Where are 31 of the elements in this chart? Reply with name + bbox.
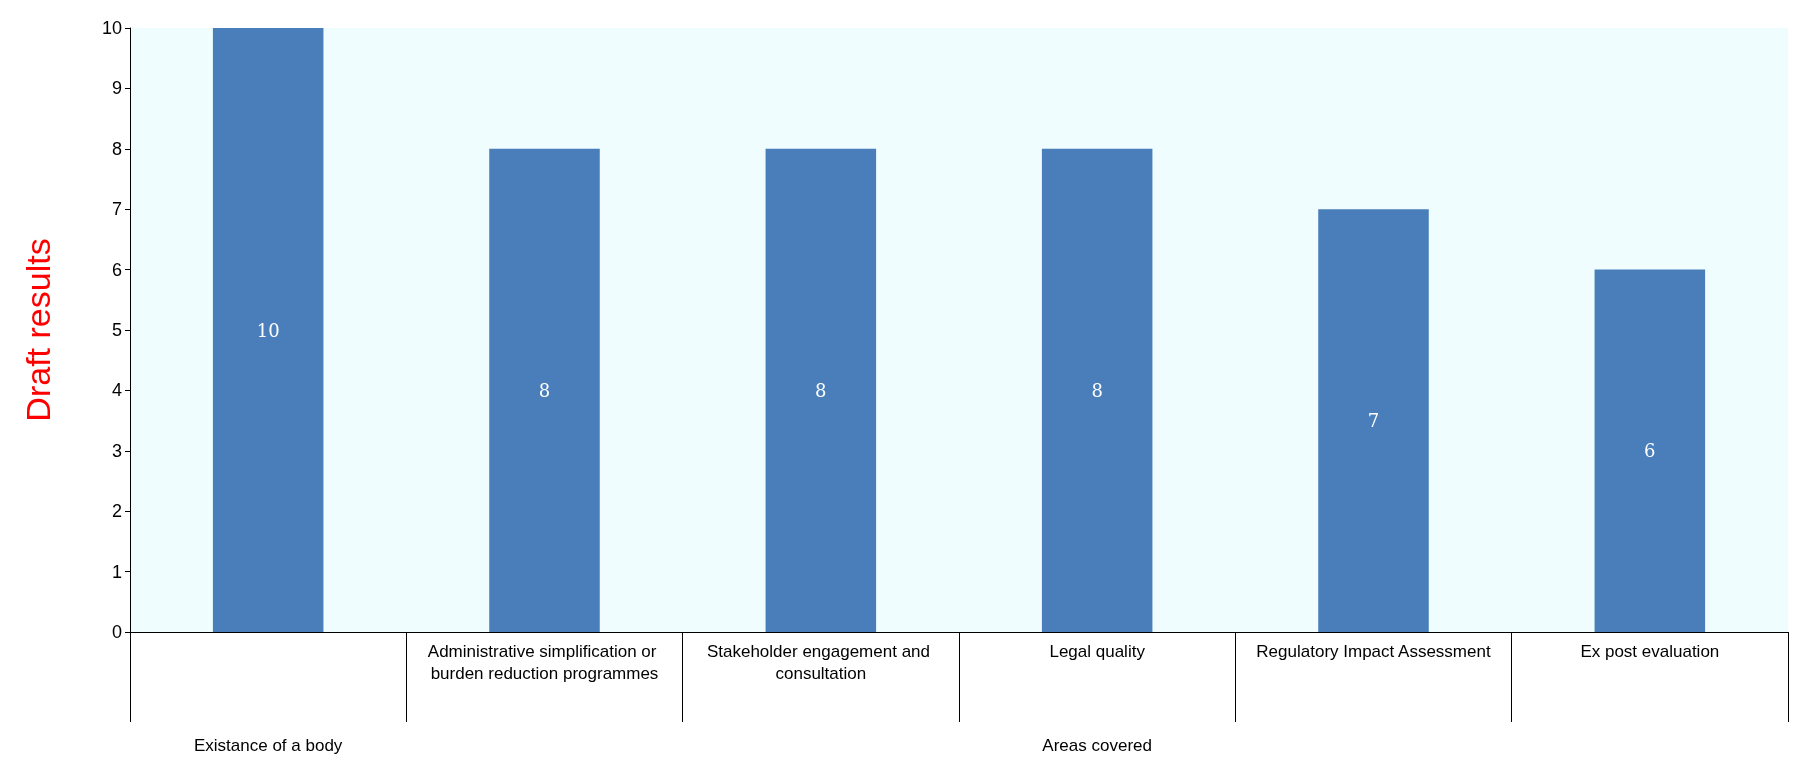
y-tick-label: 4 [111,380,122,401]
y-tick-label: 7 [111,199,122,220]
y-tick-label: 2 [111,501,122,522]
data-label: 6 [1644,440,1656,462]
x-tick-label: Regulatory Impact Assessment [1256,641,1491,661]
data-label: 8 [815,379,827,401]
data-label: 7 [1367,410,1380,432]
bar [489,148,600,632]
text: Areas covered [1042,736,1152,755]
bar [1041,148,1153,632]
y-axis-title: Draft results [19,238,57,422]
y-tick-label: 9 [111,78,122,99]
y-tick-label: 3 [111,440,122,461]
y-tick-label: 8 [111,138,122,159]
bar [212,28,324,632]
y-tick-label: 5 [111,320,122,340]
text: Existance of a body [193,736,343,755]
data-label: 10 [256,319,280,341]
data-label: 8 [1091,379,1103,401]
y-tick-label: 6 [111,259,122,280]
x-tick-label: Ex post evaluation [1580,641,1720,661]
bar [1594,269,1706,632]
y-tick-label: 1 [111,561,122,582]
data-label: 8 [538,379,551,401]
y-tick-label: 0 [111,622,122,642]
x-tick-label: Stakeholder engagement and consultation [706,641,935,683]
x-tick-label: Administrative simplification or burden reduction programmes [427,641,662,683]
y-tick-label: 10 [101,18,122,38]
bar [765,148,877,632]
bar [1318,209,1429,632]
x-tick-label: Legal quality [1049,641,1146,661]
